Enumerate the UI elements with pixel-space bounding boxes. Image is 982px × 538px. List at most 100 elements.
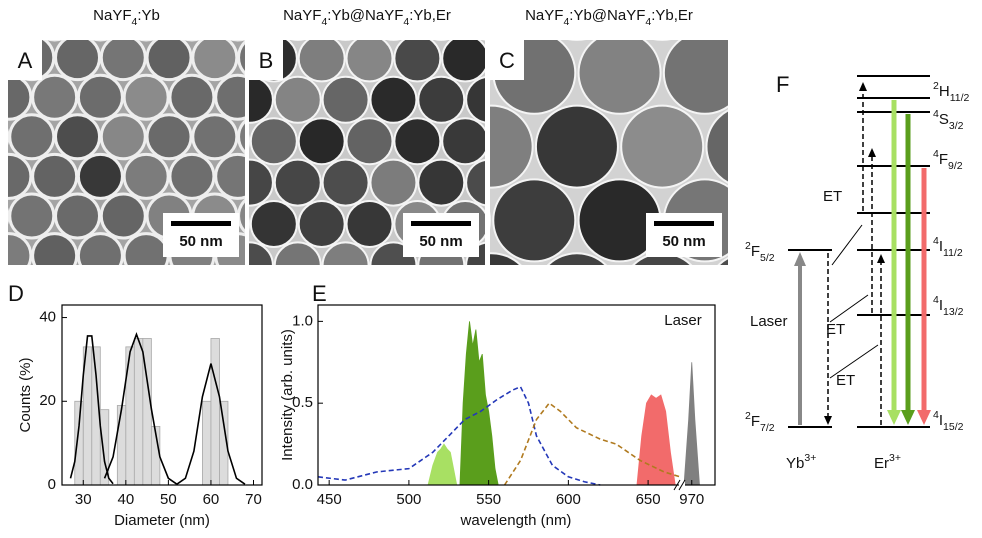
y-tick-label: 0	[48, 476, 56, 493]
x-tick-label: 70	[245, 491, 262, 508]
scale-bar-label: 50 nm	[179, 233, 222, 250]
x-tick-label: 60	[203, 491, 220, 508]
arrow-head	[794, 252, 806, 266]
nanoparticle	[441, 117, 485, 166]
et-line	[829, 344, 879, 379]
text-part: I	[939, 297, 943, 314]
text-part: :Yb@NaYF	[569, 7, 645, 24]
text-part: H	[939, 83, 950, 100]
subscript: 11/2	[950, 92, 970, 104]
nanoparticle	[369, 158, 418, 207]
text-part: Er	[874, 455, 889, 472]
x-tick-label: 40	[117, 491, 134, 508]
et-line	[831, 224, 863, 266]
emission-band	[683, 362, 700, 486]
nanoparticle	[46, 40, 63, 42]
pump-label: Laser	[750, 313, 788, 330]
superscript: 2	[745, 240, 751, 252]
panel-letter-box	[490, 40, 524, 80]
nanoparticle	[8, 73, 33, 121]
nanoparticle	[662, 40, 728, 115]
x-tick-label: 50	[160, 491, 177, 508]
text-part: I	[939, 238, 943, 255]
nanoparticle	[345, 40, 394, 83]
scale-bar-box	[403, 213, 479, 257]
subscript: 4	[645, 16, 651, 28]
nanoparticle	[54, 40, 102, 82]
nanoparticle	[191, 113, 239, 161]
nanoparticle	[249, 158, 274, 207]
nanoparticle	[168, 152, 216, 200]
annotation: Laser	[664, 312, 702, 329]
nanoparticle	[706, 0, 788, 40]
nanoparticle	[534, 104, 619, 189]
arrow-head	[887, 410, 901, 425]
subscript: 11/2	[943, 247, 963, 259]
arrow-head	[859, 82, 867, 91]
superscript: 4	[933, 108, 939, 120]
level-label: 4I11/2	[933, 235, 963, 259]
superscript: 4	[933, 148, 939, 160]
nanoparticle	[122, 152, 170, 200]
subscript: 9/2	[948, 160, 963, 172]
level-label: 4I15/2	[933, 409, 964, 433]
histogram-bar	[74, 400, 84, 486]
transfer-label: ET	[826, 321, 845, 338]
text-part: NaYF	[283, 7, 321, 24]
nanoparticle	[249, 241, 274, 265]
fit-curve	[176, 363, 246, 485]
nanoparticle	[465, 76, 485, 124]
subscript: 4	[321, 16, 327, 28]
x-axis-label: Diameter (nm)	[114, 512, 210, 529]
nanoparticle	[76, 152, 124, 200]
nanoparticle	[8, 40, 18, 42]
x-tick-label: 30	[75, 491, 92, 508]
energy-arrows	[794, 82, 931, 425]
text-part: F	[751, 243, 760, 260]
nanoparticle	[99, 192, 147, 240]
level-label: 4S3/2	[933, 108, 964, 132]
level-label: 4F9/2	[933, 148, 963, 172]
plot-frame	[317, 304, 716, 486]
nanoparticle	[482, 40, 485, 41]
subscript: 4	[563, 16, 569, 28]
nanoparticle	[717, 257, 728, 265]
scale-bar-label: 50 nm	[419, 233, 462, 250]
nanoparticle	[8, 152, 33, 200]
panel-letter-box	[8, 40, 42, 80]
text-part: Yb	[786, 455, 804, 472]
nanoparticle	[99, 40, 147, 82]
nanoparticle	[31, 152, 79, 200]
nanoparticle	[229, 40, 245, 42]
nanoparticle	[8, 207, 10, 225]
panel-letter: B	[259, 48, 274, 73]
emission-band	[427, 443, 458, 486]
nanoparticle	[54, 192, 102, 240]
nanoparticle	[273, 75, 322, 124]
panel-title: NaYF4:Yb@NaYF4:Yb,Er	[283, 7, 451, 28]
nanoparticle	[345, 117, 394, 166]
y-tick-label: 0.5	[292, 394, 313, 411]
panel-letter: F	[776, 72, 789, 97]
panel-letter: D	[8, 281, 24, 306]
panel-letter: A	[18, 48, 33, 73]
nanoparticle	[214, 152, 245, 200]
x-tick-label: 450	[317, 491, 342, 508]
text-part: F	[751, 413, 760, 430]
nanoparticle	[76, 232, 124, 265]
nanoparticle	[99, 113, 147, 161]
level-label: 2H11/2	[933, 80, 970, 104]
x-tick-label: 500	[396, 491, 421, 508]
superscript: 4	[933, 294, 939, 306]
panel-title: NaYF4:Yb	[93, 7, 160, 28]
nanoparticle	[145, 40, 193, 82]
superscript: 2	[933, 80, 939, 92]
y-tick-label: 20	[39, 392, 56, 409]
subscript: 7/2	[760, 422, 775, 434]
text-part: F	[939, 151, 948, 168]
nanoparticle	[237, 119, 245, 155]
nanoparticle	[8, 49, 10, 66]
histogram-bar	[210, 338, 220, 486]
nanoparticle	[249, 117, 298, 166]
